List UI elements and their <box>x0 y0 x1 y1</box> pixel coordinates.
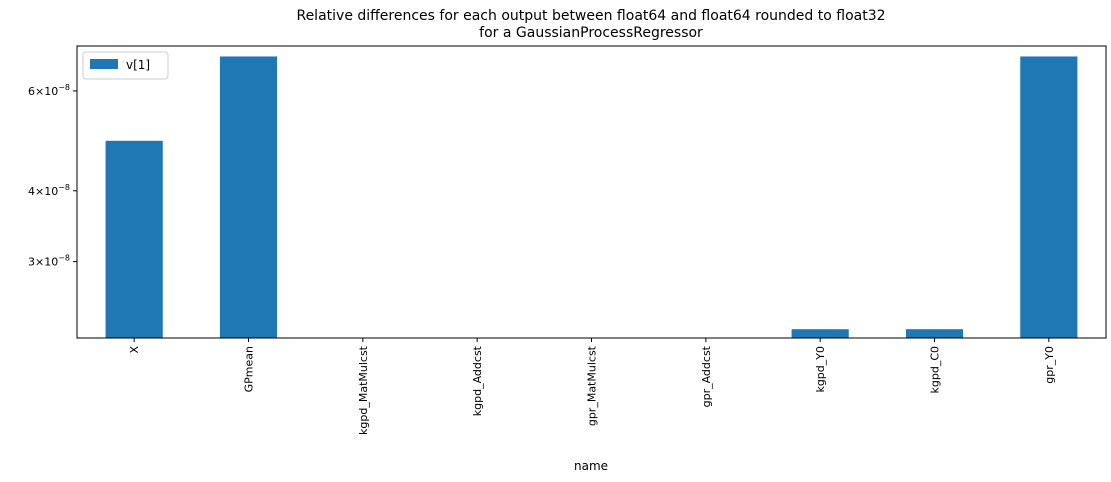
chart-subtitle: for a GaussianProcessRegressor <box>479 25 703 41</box>
y-axis: 3×10−8 4×10−8 6×10−8 <box>28 83 77 269</box>
y-tick-label: 3×10−8 <box>28 254 70 269</box>
bar-gpr_Y0 <box>1020 56 1078 338</box>
x-tick-label: kgpd_C0 <box>929 346 942 394</box>
legend-label: v[1] <box>126 58 150 72</box>
x-tick-label: kgpd_MatMulcst <box>357 345 370 435</box>
x-tick-label: kgpd_Y0 <box>814 346 827 393</box>
chart-title: Relative differences for each output bet… <box>296 8 885 24</box>
x-tick-label: gpr_Addcst <box>700 345 713 407</box>
plot-frame <box>76 45 1107 339</box>
bar-X <box>105 140 163 338</box>
legend-swatch <box>90 59 118 69</box>
bar-kgpd_Y0 <box>791 329 849 338</box>
x-axis: X GPmean kgpd_MatMulcst kgpd_Addcst gpr_MatM… <box>128 338 1056 435</box>
x-tick-label: gpr_Y0 <box>1043 346 1056 384</box>
bar-GPmean <box>219 56 278 338</box>
legend-box <box>82 51 169 80</box>
x-tick-label: X <box>128 346 141 354</box>
x-tick-label: kgpd_Addcst <box>471 345 484 416</box>
bars-group <box>105 56 1078 338</box>
legend: v[1] <box>82 51 169 80</box>
x-axis-label: name <box>574 459 608 473</box>
bar-kgpd_C0 <box>905 329 964 338</box>
y-tick-label: 6×10−8 <box>28 83 70 98</box>
x-tick-label: gpr_MatMulcst <box>586 345 599 426</box>
x-tick-label: GPmean <box>243 346 256 392</box>
y-tick-label: 4×10−8 <box>28 183 70 198</box>
